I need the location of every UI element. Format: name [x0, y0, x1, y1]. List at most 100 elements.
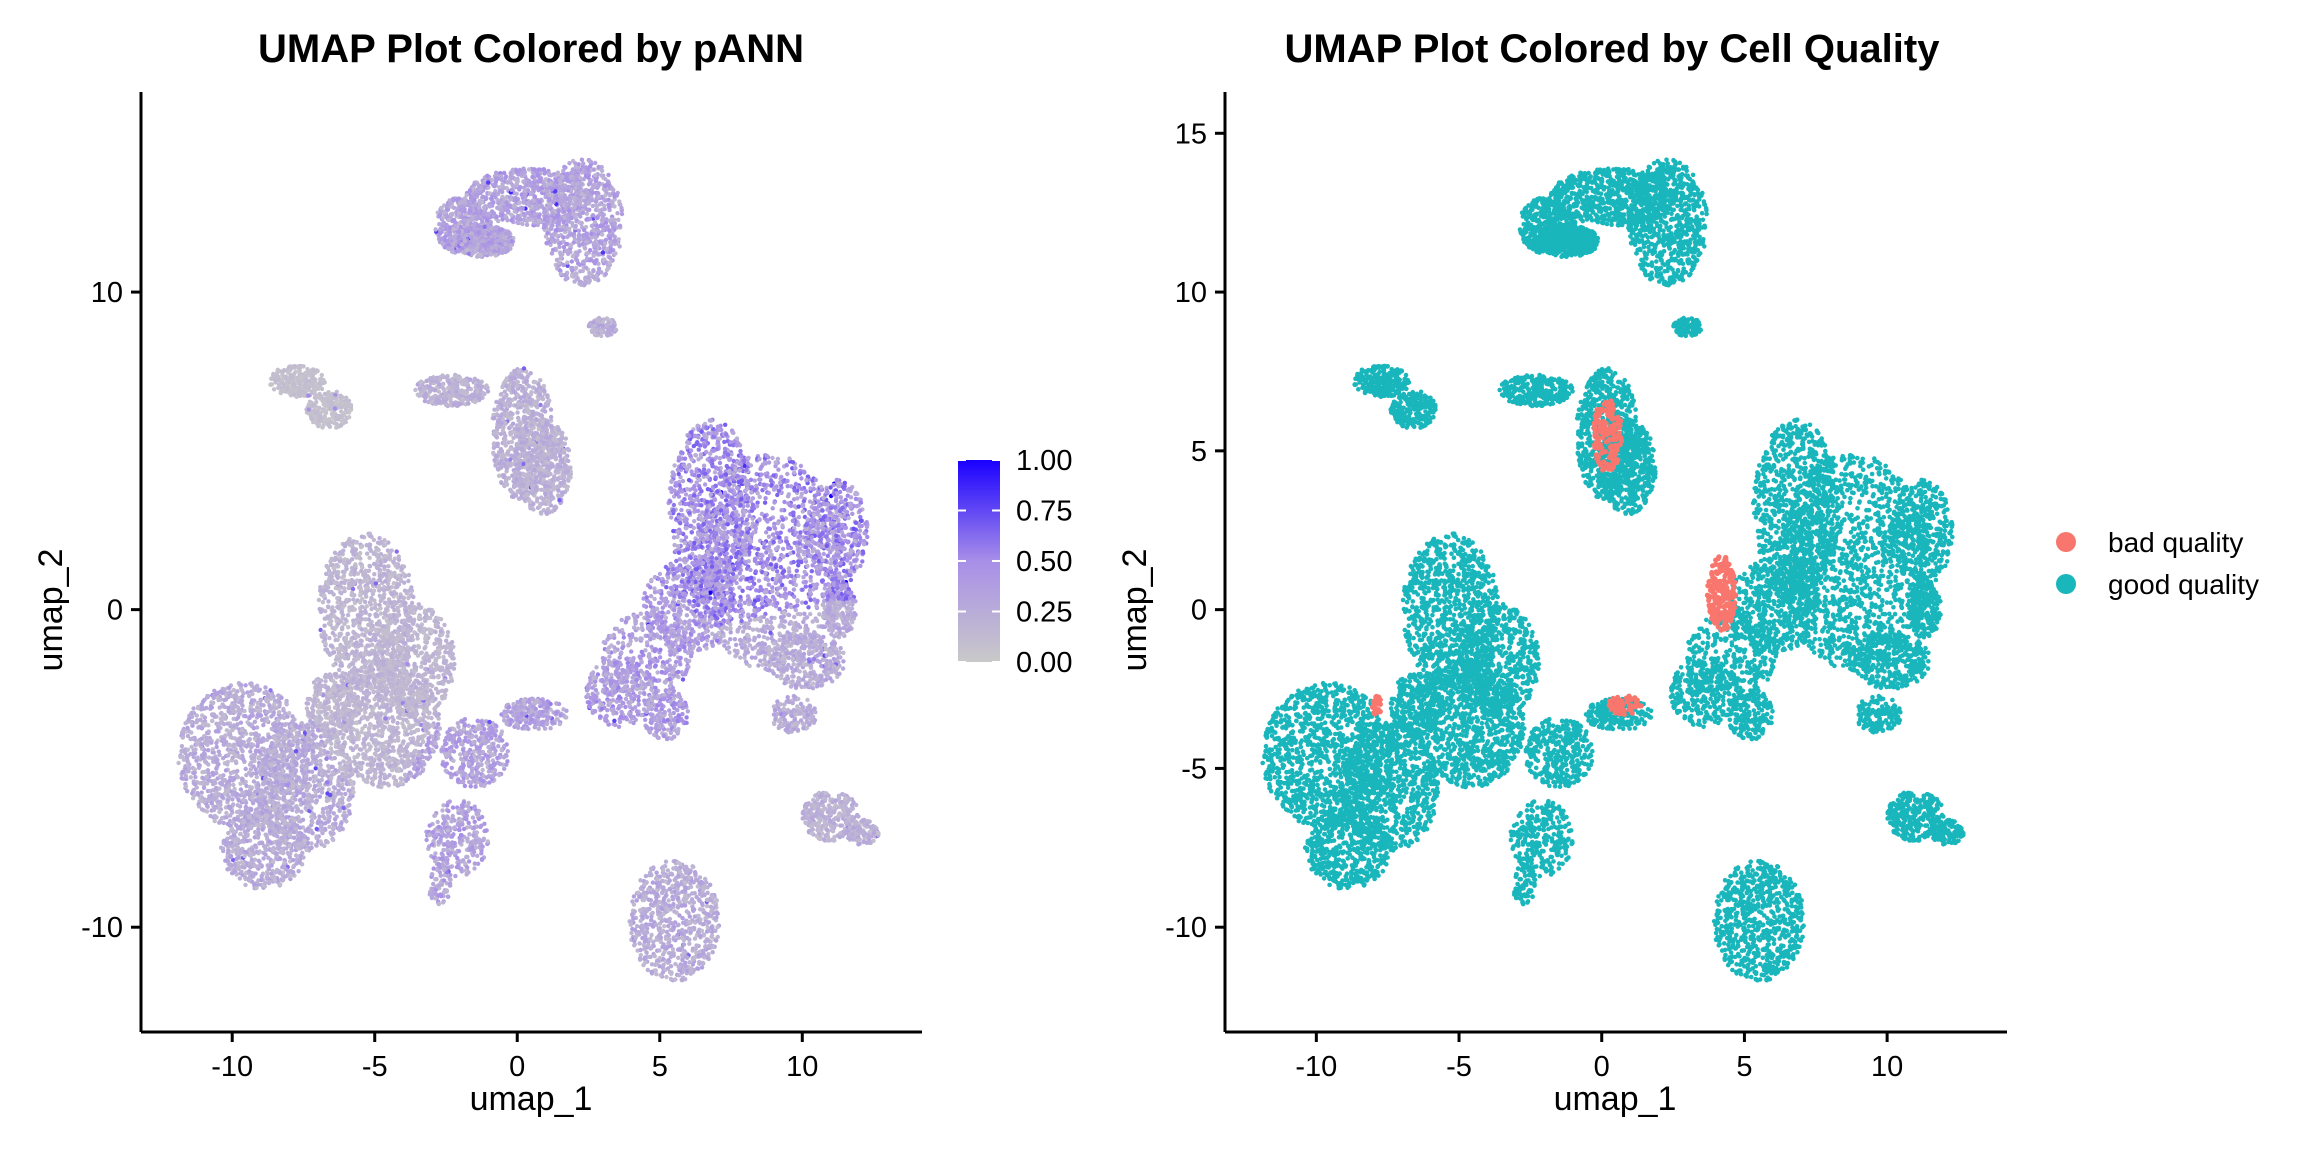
umap-point — [473, 242, 477, 246]
umap-point — [525, 219, 529, 223]
umap-point — [496, 177, 500, 181]
umap-point — [562, 448, 566, 452]
umap-point — [499, 421, 503, 425]
umap-point — [442, 388, 446, 392]
umap-point — [499, 481, 503, 485]
umap-point — [300, 379, 304, 383]
umap-point — [558, 217, 562, 221]
umap-point — [574, 202, 578, 206]
umap-point — [558, 256, 562, 260]
umap-point — [540, 204, 544, 208]
umap-point — [570, 182, 574, 186]
umap-point — [687, 478, 691, 482]
umap-point — [692, 493, 696, 497]
umap-point — [520, 222, 524, 226]
umap-point — [462, 208, 466, 212]
umap-point — [724, 498, 728, 502]
umap-point — [523, 193, 527, 197]
umap-point — [445, 223, 449, 227]
umap-point — [607, 192, 611, 196]
umap-point — [503, 403, 507, 407]
umap-point — [604, 238, 608, 242]
umap-point — [568, 233, 572, 237]
umap-point — [612, 193, 616, 197]
umap-point — [517, 187, 521, 191]
umap-point — [739, 454, 743, 458]
umap-point — [522, 394, 526, 398]
umap-point — [668, 499, 672, 503]
umap-point — [607, 203, 611, 207]
umap-point — [282, 368, 286, 372]
umap-point — [570, 221, 574, 225]
umap-point — [441, 242, 445, 246]
umap-point — [561, 220, 565, 224]
umap-point — [479, 245, 483, 249]
umap-point — [507, 464, 511, 468]
umap-point — [282, 388, 286, 392]
umap-point — [685, 467, 689, 471]
umap-point — [347, 415, 351, 419]
umap-point — [270, 382, 274, 386]
umap-point — [610, 186, 614, 190]
umap-point — [696, 509, 700, 513]
umap-point — [606, 320, 610, 324]
umap-point — [692, 444, 696, 448]
umap-point — [608, 327, 612, 331]
umap-point — [547, 197, 551, 201]
umap-point — [534, 476, 538, 480]
umap-point — [600, 169, 604, 173]
umap-point — [570, 274, 574, 278]
umap-point — [558, 228, 562, 232]
umap-point — [555, 266, 559, 270]
umap-point — [528, 500, 532, 504]
umap-point — [440, 373, 444, 377]
umap-point — [540, 432, 544, 436]
umap-point — [587, 201, 591, 205]
umap-point — [549, 415, 553, 419]
umap-point — [532, 180, 536, 184]
umap-point — [601, 320, 605, 324]
umap-point — [515, 216, 519, 220]
umap-point — [677, 455, 681, 459]
umap-point — [509, 218, 513, 222]
umap-point — [696, 457, 700, 461]
umap-point — [574, 271, 578, 275]
umap-point — [491, 200, 495, 204]
umap-point — [450, 392, 454, 396]
umap-point — [690, 530, 694, 534]
umap-point — [598, 202, 602, 206]
umap-point — [533, 205, 537, 209]
umap-point — [547, 204, 551, 208]
umap-point — [525, 485, 529, 489]
umap-point — [280, 377, 284, 381]
umap-point — [524, 416, 528, 420]
umap-point — [529, 417, 533, 421]
umap-point — [316, 387, 320, 391]
umap-point — [514, 470, 518, 474]
umap-point — [704, 450, 708, 454]
umap-point — [527, 411, 531, 415]
umap-point — [430, 379, 434, 383]
umap-point — [527, 384, 531, 388]
umap-point — [558, 454, 562, 458]
umap-point — [560, 490, 564, 494]
umap-point — [497, 474, 501, 478]
umap-point — [339, 423, 343, 427]
umap-point — [493, 225, 497, 229]
umap-point — [464, 233, 468, 237]
umap-point — [620, 212, 624, 216]
umap-point — [481, 391, 485, 395]
umap-point — [272, 387, 276, 391]
umap-point — [508, 447, 512, 451]
umap-point — [457, 196, 461, 200]
umap-point — [561, 235, 565, 239]
umap-point — [514, 192, 518, 196]
umap-point — [538, 392, 542, 396]
umap-point — [274, 379, 278, 383]
umap-point — [516, 443, 520, 447]
umap-point — [499, 238, 503, 242]
umap-point — [466, 385, 470, 389]
umap-point — [578, 214, 582, 218]
umap-point — [507, 476, 511, 480]
umap-point — [424, 379, 428, 383]
